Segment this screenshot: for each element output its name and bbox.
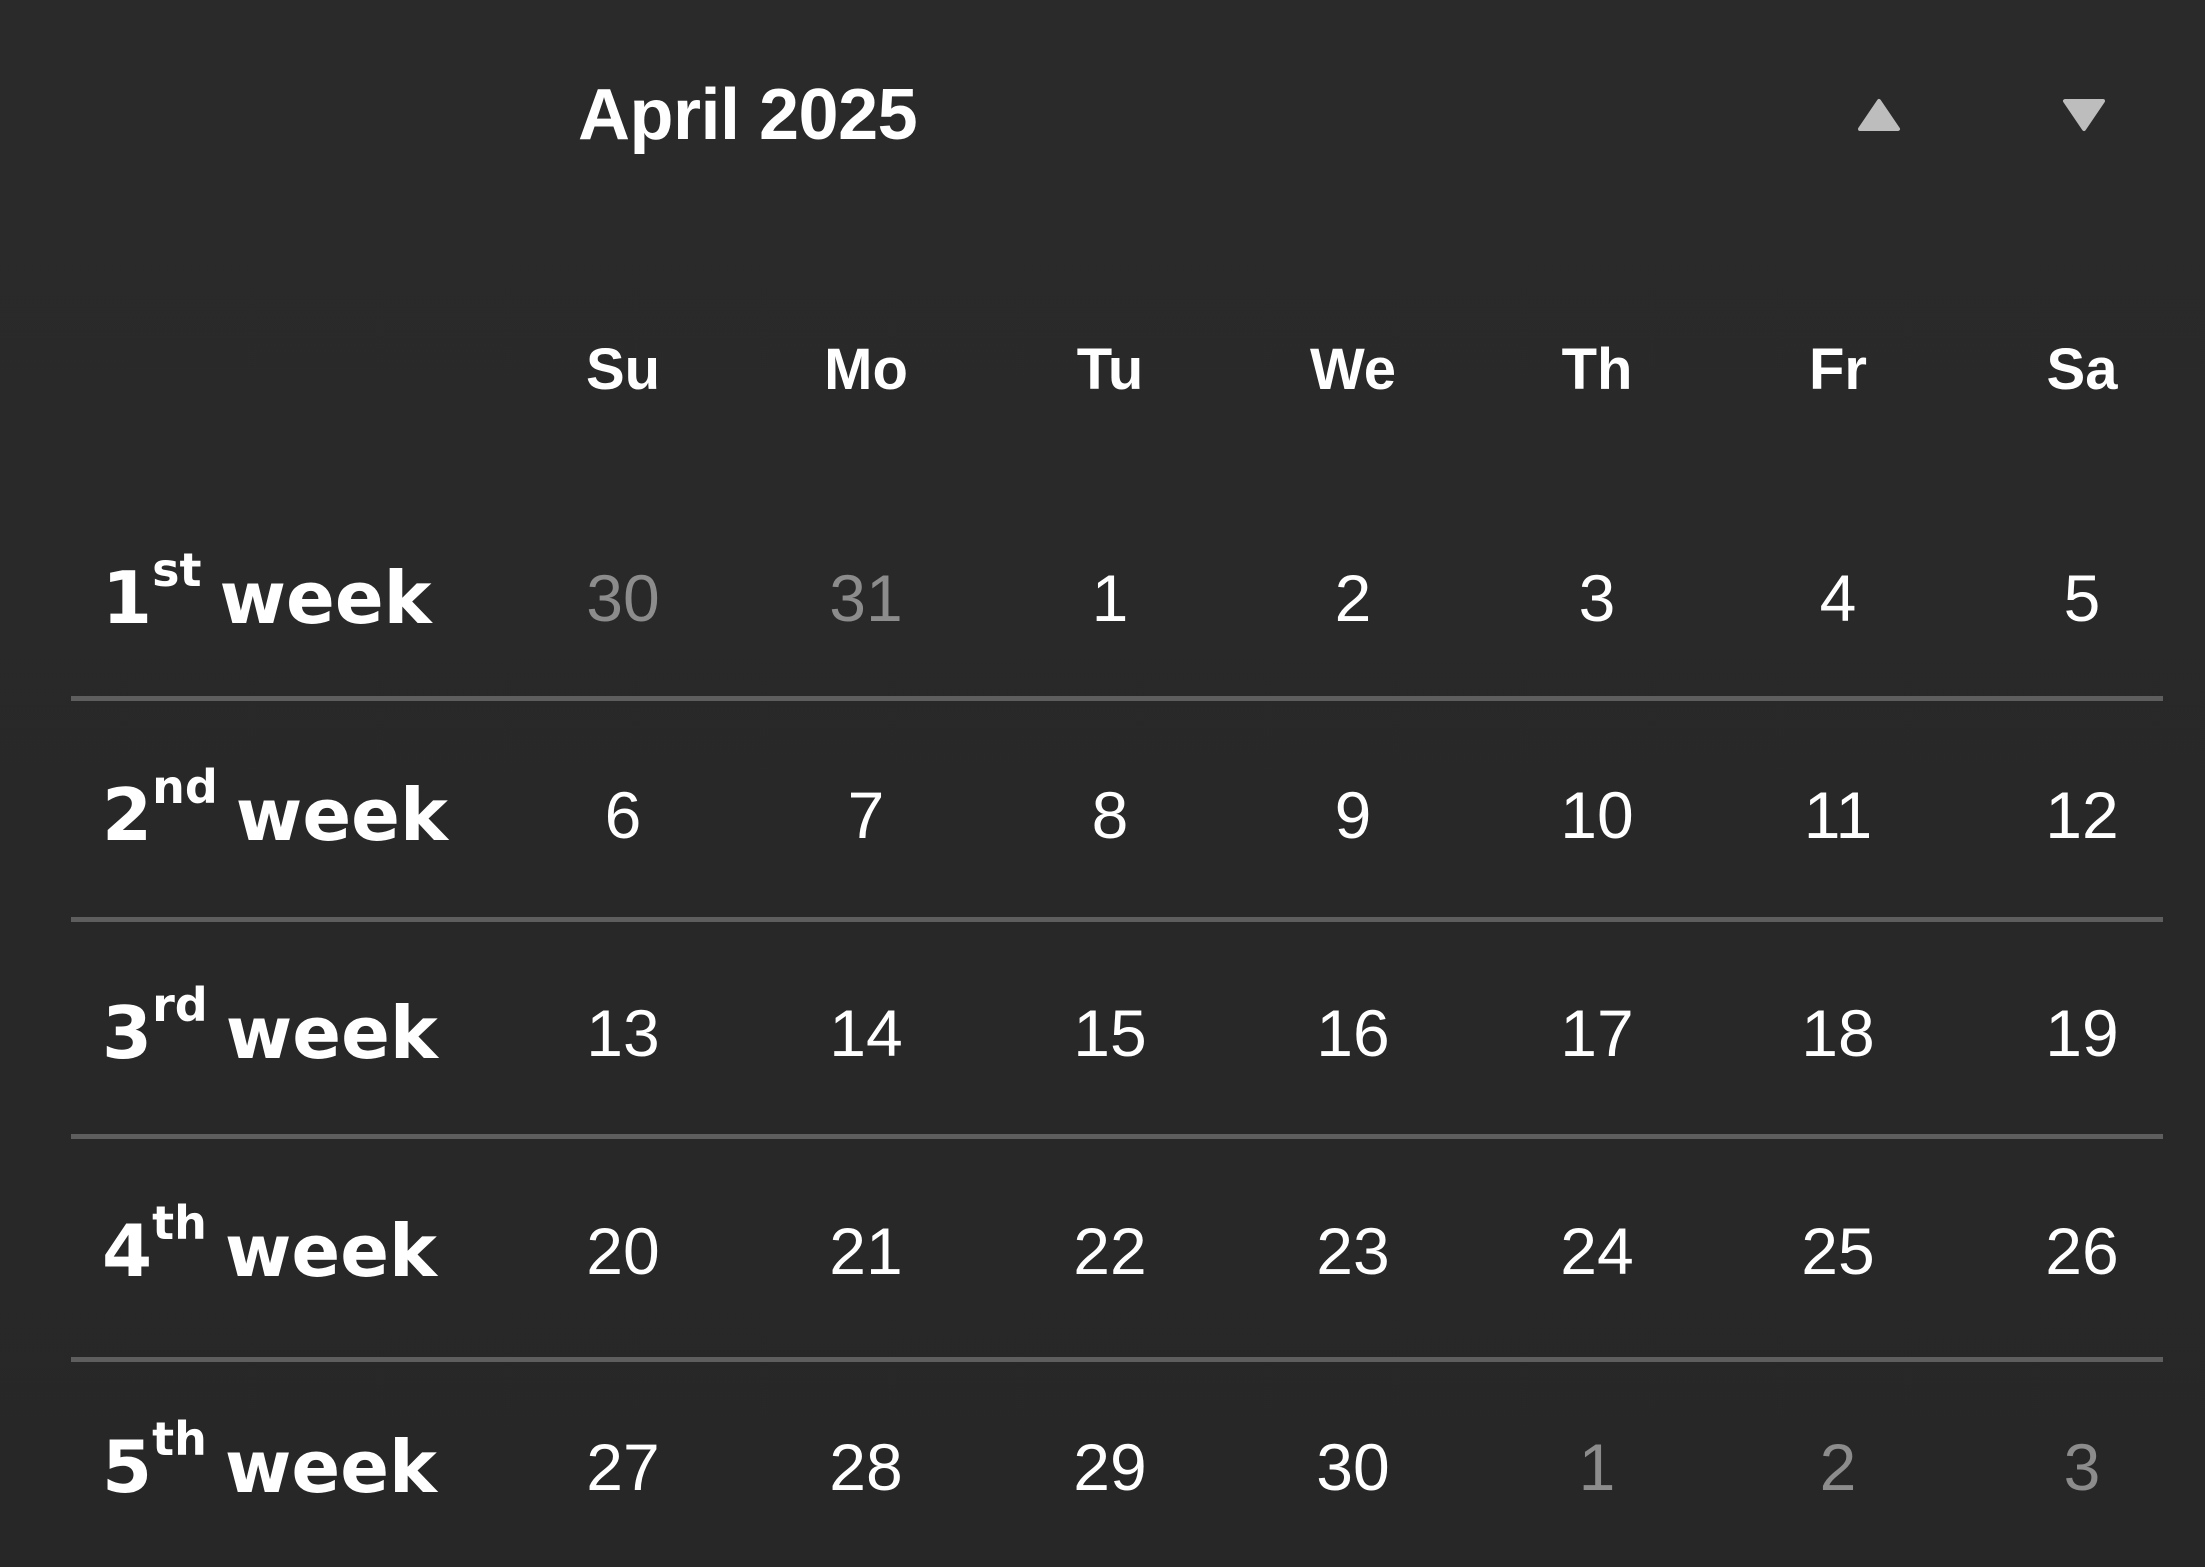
weekday-header: Mo xyxy=(824,337,908,402)
month-title[interactable]: April 2025 xyxy=(578,75,918,155)
week-word: week xyxy=(235,773,448,857)
day-cell[interactable]: 4 xyxy=(1819,561,1857,635)
day-cell[interactable]: 26 xyxy=(2045,1214,2119,1288)
day-cell[interactable]: 17 xyxy=(1560,996,1634,1070)
day-cell[interactable]: 29 xyxy=(1073,1430,1147,1504)
day-cell[interactable]: 27 xyxy=(586,1430,660,1504)
day-cell[interactable]: 12 xyxy=(2045,778,2119,852)
day-cell[interactable]: 6 xyxy=(604,778,642,852)
previous-month-button[interactable] xyxy=(1839,80,1919,150)
weekday-header: Sa xyxy=(2046,337,2118,402)
day-cell[interactable]: 5 xyxy=(2063,561,2101,635)
week-divider xyxy=(71,696,2163,701)
weekday-header: Fr xyxy=(1809,337,1867,402)
day-cell[interactable]: 3 xyxy=(1578,561,1616,635)
day-cell[interactable]: 20 xyxy=(586,1214,660,1288)
day-cell-adjacent-month[interactable]: 2 xyxy=(1819,1430,1857,1504)
day-cell-adjacent-month[interactable]: 3 xyxy=(2063,1430,2101,1504)
day-cell[interactable]: 16 xyxy=(1316,996,1390,1070)
day-cell[interactable]: 25 xyxy=(1801,1214,1875,1288)
week-row: 5th week 27 28 29 30 1 2 3 xyxy=(0,1367,2205,1567)
day-cell[interactable]: 21 xyxy=(829,1214,903,1288)
week-row: 1st week 30 31 1 2 3 4 5 xyxy=(0,498,2205,698)
week-ordinal: 3 xyxy=(102,991,153,1075)
week-ordinal-suffix: th xyxy=(152,1412,207,1466)
week-divider xyxy=(71,1134,2163,1139)
triangle-down-icon xyxy=(2063,99,2105,131)
day-cell[interactable]: 22 xyxy=(1073,1214,1147,1288)
week-word: week xyxy=(219,556,432,640)
week-ordinal: 4 xyxy=(102,1209,153,1293)
day-cell[interactable]: 10 xyxy=(1560,778,1634,852)
day-cell[interactable]: 11 xyxy=(1803,778,1873,852)
day-cell[interactable]: 24 xyxy=(1560,1214,1634,1288)
day-cell[interactable]: 13 xyxy=(586,996,660,1070)
weekday-header: Su xyxy=(585,337,661,402)
day-cell-adjacent-month[interactable]: 30 xyxy=(586,561,660,635)
day-cell-adjacent-month[interactable]: 1 xyxy=(1578,1430,1616,1504)
day-cell[interactable]: 2 xyxy=(1334,561,1372,635)
next-month-button[interactable] xyxy=(2044,80,2124,150)
day-cell[interactable]: 23 xyxy=(1316,1214,1390,1288)
week-ordinal: 2 xyxy=(102,773,153,857)
week-word: week xyxy=(224,1425,437,1509)
week-ordinal-suffix: st xyxy=(152,543,202,597)
weekday-header: We xyxy=(1310,337,1396,402)
weekday-header: Tu xyxy=(1076,337,1144,402)
week-row: 2nd week 6 7 8 9 10 11 12 xyxy=(0,715,2205,915)
day-cell[interactable]: 7 xyxy=(847,778,885,852)
day-cell[interactable]: 18 xyxy=(1801,996,1875,1070)
week-label: 1st week xyxy=(102,545,432,643)
day-cell[interactable]: 19 xyxy=(2045,996,2119,1070)
week-divider xyxy=(71,917,2163,922)
week-label: 5th week xyxy=(102,1414,437,1512)
day-cell[interactable]: 8 xyxy=(1091,778,1129,852)
day-cell[interactable]: 14 xyxy=(829,996,903,1070)
week-row: 3rd week 13 14 15 16 17 18 19 xyxy=(0,933,2205,1133)
week-row: 4th week 20 21 22 23 24 25 26 xyxy=(0,1151,2205,1351)
day-cell[interactable]: 9 xyxy=(1334,778,1372,852)
week-word: week xyxy=(225,991,438,1075)
week-ordinal-suffix: rd xyxy=(152,978,208,1032)
weekday-header: Th xyxy=(1561,337,1633,402)
week-ordinal: 5 xyxy=(102,1425,153,1509)
day-cell-adjacent-month[interactable]: 31 xyxy=(829,561,903,635)
day-cell[interactable]: 15 xyxy=(1073,996,1147,1070)
week-ordinal: 1 xyxy=(102,556,153,640)
week-label: 4th week xyxy=(102,1198,437,1296)
weekday-header-row: Su Mo Tu We Th Fr Sa xyxy=(0,330,2205,410)
week-ordinal-suffix: nd xyxy=(152,760,218,814)
week-ordinal-suffix: th xyxy=(152,1196,207,1250)
day-cell[interactable]: 1 xyxy=(1091,561,1129,635)
week-word: week xyxy=(224,1209,437,1293)
week-label: 3rd week xyxy=(102,980,438,1078)
week-divider xyxy=(71,1357,2163,1362)
day-cell[interactable]: 28 xyxy=(829,1430,903,1504)
triangle-up-icon xyxy=(1858,99,1900,131)
day-cell[interactable]: 30 xyxy=(1316,1430,1390,1504)
week-label: 2nd week xyxy=(102,762,448,860)
